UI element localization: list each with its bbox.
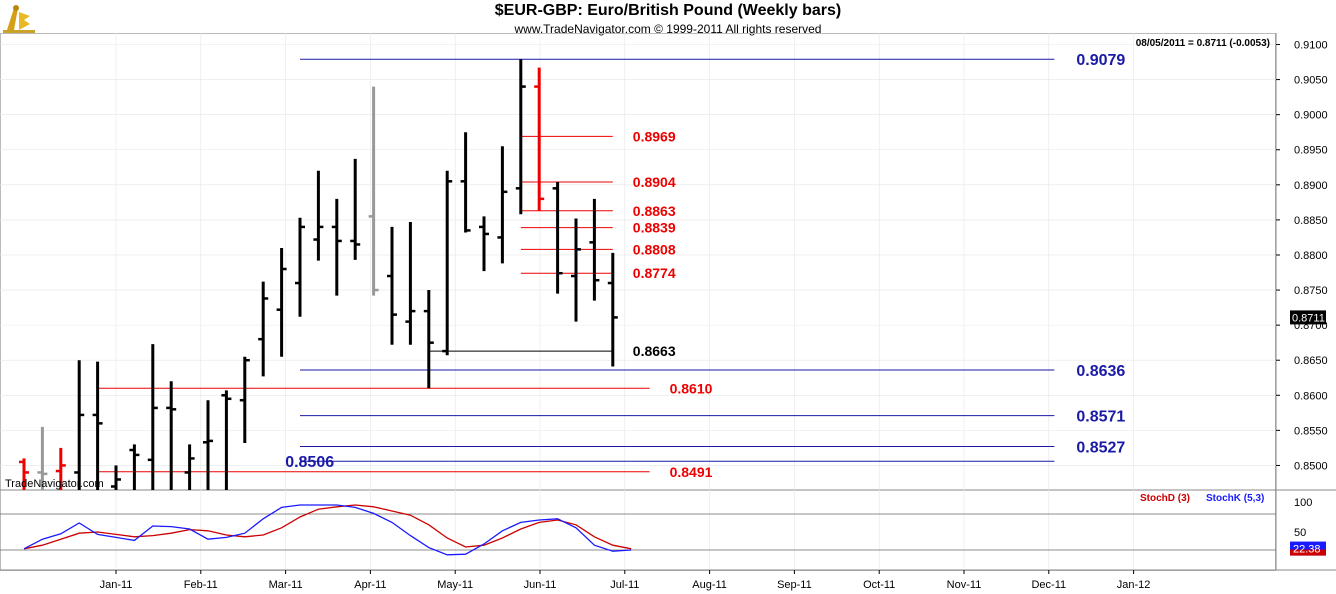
level-label: 0.8774 xyxy=(633,265,676,281)
y-tick-label: 0.8750 xyxy=(1294,285,1328,297)
x-tick-label: May-11 xyxy=(437,579,473,591)
stoch-last-marker-red xyxy=(1290,549,1326,556)
level-label: 0.9079 xyxy=(1076,52,1125,69)
ohlc-bar xyxy=(19,458,29,490)
y-tick-label: 0.8850 xyxy=(1294,215,1328,227)
stochd-line xyxy=(23,504,632,550)
ohlc-bar xyxy=(184,444,195,490)
ohlc-bar xyxy=(37,426,48,490)
x-tick-label: Aug-11 xyxy=(692,579,727,591)
ohlc-bar xyxy=(497,146,508,264)
x-tick-label: Jul-11 xyxy=(610,579,639,591)
ohlc-bar xyxy=(479,216,489,272)
y-tick-label: 0.9100 xyxy=(1294,40,1328,52)
ohlc-bar xyxy=(239,356,250,443)
x-tick-label: Sep-11 xyxy=(777,579,812,591)
ohlc-bar xyxy=(515,59,526,215)
ohlc-bar xyxy=(607,252,618,367)
last-price-marker xyxy=(1290,310,1326,325)
y-tick-label: 0.8600 xyxy=(1294,390,1328,402)
level-label: 0.8527 xyxy=(1076,440,1125,457)
y-tick-label: 0.9050 xyxy=(1294,75,1328,87)
ohlc-bar xyxy=(313,170,324,261)
level-label: 0.8904 xyxy=(633,174,676,190)
ohlc-bar xyxy=(111,465,121,490)
ohlc-bar xyxy=(571,218,581,322)
last-quote-readout: 08/05/2011 = 0.8711 (-0.0053) xyxy=(1136,38,1270,49)
ohlc-bar xyxy=(92,361,103,490)
y-tick-label: 0.8800 xyxy=(1294,250,1328,262)
level-label: 0.8808 xyxy=(633,241,676,257)
ohlc-bar xyxy=(534,67,545,211)
ohlc-bar xyxy=(350,158,361,260)
x-tick-label: Oct-11 xyxy=(863,579,895,591)
stoch-last-label: 22.38 xyxy=(1293,544,1321,556)
level-label: 0.8863 xyxy=(633,203,676,219)
date-axis: Jan-11 Feb-11 Mar-11 Apr-11 May-11 Jun-11 Jul-… xyxy=(100,570,1151,591)
x-tick-label: Jan-12 xyxy=(1117,579,1151,591)
ohlc-bar xyxy=(387,226,397,345)
y-tick-label: 0.8950 xyxy=(1294,145,1328,157)
stoch-y-label: 50 xyxy=(1294,527,1306,539)
level-label: 0.8491 xyxy=(670,464,713,480)
level-label: 0.8506 xyxy=(285,454,334,471)
y-tick-label: 0.8500 xyxy=(1294,460,1328,472)
y-tick-label: 0.8550 xyxy=(1294,425,1328,437)
x-tick-label: Jun-11 xyxy=(524,579,557,591)
price-axis: 0.9100 0.9050 0.9000 0.8950 0.8900 0.8850 0.88… xyxy=(1276,40,1328,472)
level-label: 0.8969 xyxy=(633,128,676,144)
ohlc-bar xyxy=(221,390,232,490)
ohlc-bar xyxy=(405,222,416,345)
trade-navigator-logo-icon xyxy=(3,5,35,34)
x-tick-label: Mar-11 xyxy=(269,579,303,591)
ohlc-bar xyxy=(552,182,563,294)
ohlc-bar xyxy=(203,400,213,490)
ohlc-bar xyxy=(276,247,287,357)
stochastic-panel: 100 50 StochD (3) StochK (5,3) 22.38 xyxy=(0,493,1326,556)
level-label: 0.8663 xyxy=(633,343,676,359)
level-label: 0.8610 xyxy=(670,380,713,396)
ohlc-bar xyxy=(74,360,85,490)
ohlc-bar xyxy=(368,86,379,296)
ohlc-bar xyxy=(55,447,66,490)
y-tick-label: 0.8650 xyxy=(1294,355,1328,367)
ohlc-bar xyxy=(258,281,269,377)
x-tick-label: Feb-11 xyxy=(184,579,218,591)
ohlc-bar xyxy=(147,344,158,490)
ohlc-bar xyxy=(589,198,600,301)
x-tick-label: Jan-11 xyxy=(100,579,133,591)
ohlc-bar xyxy=(295,217,305,317)
stochd-legend: StochD (3) xyxy=(1140,493,1190,504)
y-tick-label: 0.8900 xyxy=(1294,180,1328,192)
level-label: 0.8636 xyxy=(1076,363,1125,380)
grid xyxy=(0,33,1336,571)
stochk-line xyxy=(23,504,632,556)
stochk-legend: StochK (5,3) xyxy=(1206,493,1264,504)
ohlc-bar xyxy=(423,290,434,389)
ohlc-bar xyxy=(331,198,342,296)
level-label: 0.8839 xyxy=(633,220,676,236)
x-tick-label: Dec-11 xyxy=(1031,579,1066,591)
price-bars xyxy=(19,59,618,490)
x-tick-label: Apr-11 xyxy=(354,579,386,591)
chart-title: $EUR-GBP: Euro/British Pound (Weekly bar… xyxy=(494,2,842,19)
level-label: 0.8571 xyxy=(1076,409,1125,426)
ohlc-bar xyxy=(442,170,453,356)
ohlc-bar xyxy=(129,444,140,490)
chart-subtitle: www.TradeNavigator.com © 1999-2011 All r… xyxy=(514,22,822,36)
watermark: TradeNavigator.com xyxy=(5,478,104,490)
last-price-label: 0.8711 xyxy=(1292,312,1325,324)
ohlc-bar xyxy=(460,132,471,233)
y-tick-label: 0.9000 xyxy=(1294,110,1328,122)
ohlc-bar xyxy=(166,381,177,490)
stoch-y-label: 100 xyxy=(1294,497,1312,509)
x-tick-label: Nov-11 xyxy=(947,579,982,591)
